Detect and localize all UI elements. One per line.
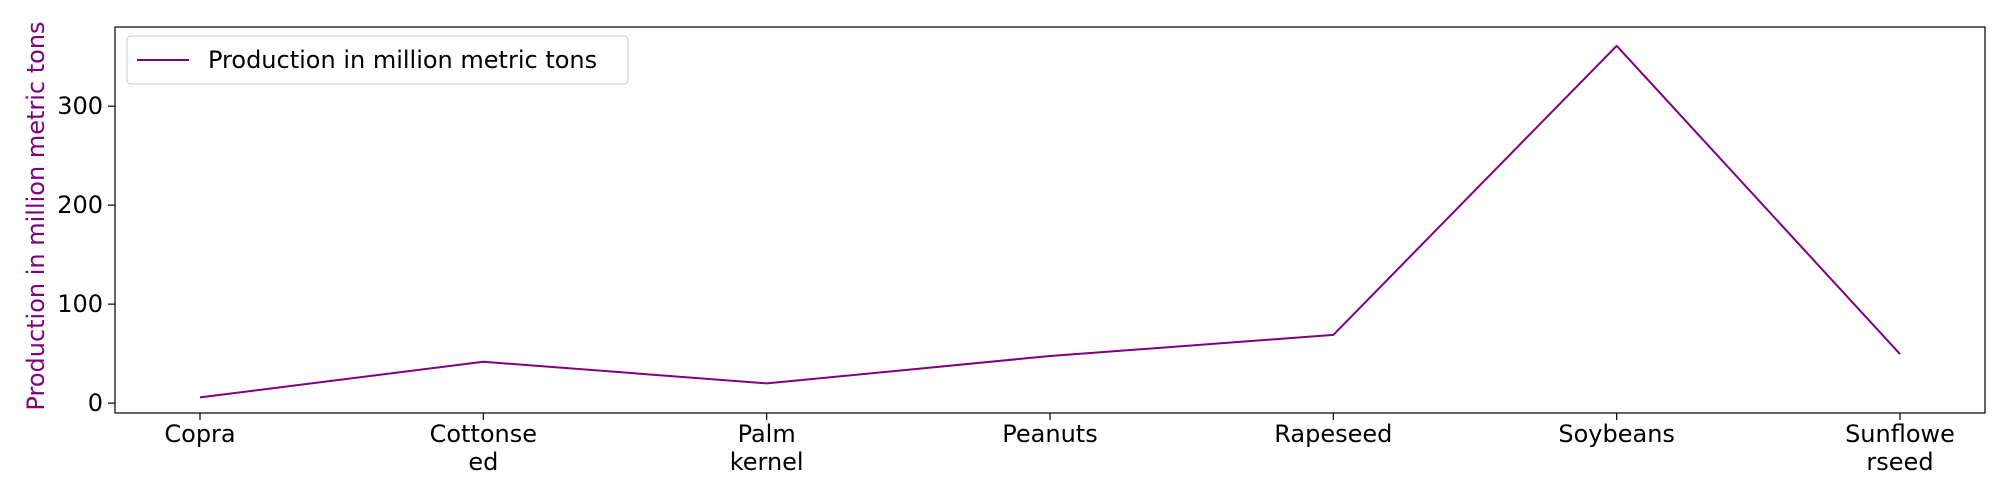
x-tick-label: Soybeans: [1558, 420, 1675, 448]
legend: Production in million metric tons: [126, 35, 629, 85]
legend-series-label: Production in million metric tons: [208, 46, 597, 74]
x-tick-label: Cottonse ed: [430, 420, 537, 476]
x-tick-label: Peanuts: [1002, 420, 1097, 448]
x-tick-label: Copra: [164, 420, 235, 448]
y-tick-label: 200: [57, 191, 103, 219]
y-tick-label: 0: [88, 389, 103, 417]
x-tick-label: Palm kernel: [730, 420, 804, 476]
x-axis-ticks: Copra Cottonse ed Palm kernel Peanuts Rapeseed…: [164, 413, 1955, 476]
legend-box: [126, 35, 629, 85]
x-tick-label: Rapeseed: [1274, 420, 1392, 448]
y-tick-label: 300: [57, 92, 103, 120]
y-tick-label: 100: [57, 290, 103, 318]
y-axis-label: Production in million metric tons: [22, 21, 50, 410]
plot-area: [199, 44, 1901, 399]
x-tick-label: Sunflowe rseed: [1845, 420, 1955, 476]
y-axis-ticks: 0 100 200 300: [57, 92, 115, 417]
